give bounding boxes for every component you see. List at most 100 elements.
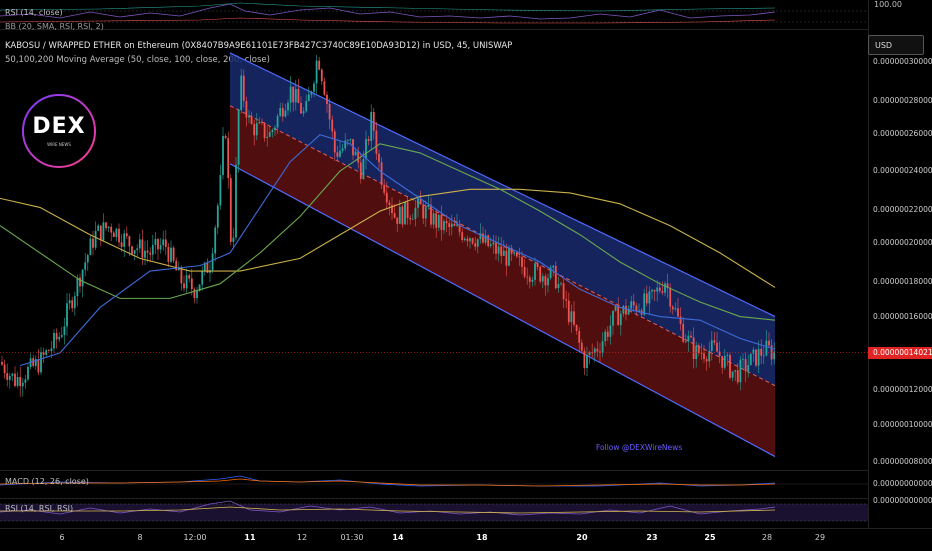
candle-body <box>240 75 243 111</box>
rsi-top-label[interactable]: RSI (14, close) <box>5 8 63 17</box>
candle-body <box>115 228 118 238</box>
candle-body <box>729 354 731 378</box>
candle-body <box>73 296 76 309</box>
candle-body <box>362 159 365 179</box>
candle-body <box>102 222 105 241</box>
candle-body <box>292 86 295 103</box>
candle-body <box>1 362 3 365</box>
time-tick-label: 8 <box>137 533 143 542</box>
candle-body <box>726 354 729 356</box>
logo-text: DEX <box>32 114 86 139</box>
candle-body <box>690 335 692 338</box>
candle-body <box>622 305 625 314</box>
candle-body <box>697 345 700 354</box>
candle-body <box>638 310 640 312</box>
candle-body <box>341 148 344 151</box>
candle-body <box>661 291 664 293</box>
price-tick-label: 0.0000002200000 <box>873 205 932 214</box>
candle-body <box>146 250 149 253</box>
macd-label[interactable]: MACD (12, 26, close) <box>5 477 89 486</box>
candle-body <box>63 326 66 336</box>
candle-body <box>482 233 484 243</box>
candle-body <box>466 238 469 242</box>
candle-body <box>11 373 14 376</box>
candlestick-series <box>1 54 776 397</box>
candle-body <box>258 121 261 124</box>
candle-body <box>471 238 474 244</box>
candle-body <box>565 299 568 301</box>
candle-body <box>6 373 9 380</box>
candle-body <box>76 277 79 297</box>
candle-body <box>372 112 375 131</box>
candle-body <box>456 224 458 226</box>
candle-body <box>367 139 370 142</box>
candle-body <box>721 356 724 368</box>
candle-body <box>692 337 695 360</box>
candle-body <box>60 335 63 337</box>
candle-body <box>463 238 466 241</box>
candle-body <box>27 366 29 380</box>
moving-average-legend[interactable]: 50,100,200 Moving Average (50, close, 10… <box>5 55 270 65</box>
macd-pane <box>0 470 868 487</box>
price-tick-label: 0.0000001200000 <box>873 385 932 394</box>
candle-body <box>14 373 16 386</box>
time-tick-label: 6 <box>59 533 65 542</box>
candle-body <box>388 202 391 206</box>
candle-body <box>16 376 19 386</box>
candle-body <box>679 316 682 324</box>
candle-body <box>123 233 126 247</box>
candle-body <box>448 223 451 228</box>
candle-body <box>198 284 201 292</box>
price-axis[interactable] <box>868 0 932 528</box>
candle-body <box>664 283 666 293</box>
candle-body <box>651 290 653 292</box>
candle-body <box>328 103 331 120</box>
candle-body <box>474 243 477 247</box>
candle-body <box>206 262 209 273</box>
time-tick-label: 28 <box>761 533 773 542</box>
candle-body <box>658 287 661 292</box>
candle-body <box>250 115 253 124</box>
time-axis <box>0 528 932 551</box>
candle-body <box>331 119 334 132</box>
candle-body <box>458 224 461 233</box>
candle-body <box>196 291 198 298</box>
candle-body <box>47 350 50 352</box>
main-chart-pane[interactable] <box>0 30 868 468</box>
candle-body <box>580 342 583 351</box>
rsi-bottom-label[interactable]: RSI (14, RSI, RSI) <box>5 504 74 513</box>
candle-body <box>765 340 768 356</box>
candle-body <box>71 300 74 309</box>
candle-body <box>235 164 237 238</box>
candle-body <box>346 140 349 141</box>
macd-line <box>0 475 776 487</box>
candle-body <box>164 239 167 247</box>
candle-body <box>596 348 599 352</box>
candle-body <box>567 300 570 323</box>
candle-body <box>515 252 518 257</box>
candle-body <box>497 246 500 254</box>
candle-body <box>414 207 417 219</box>
candle-body <box>86 255 89 263</box>
candle-body <box>560 283 562 285</box>
price-tick-label: 0.0000002800000 <box>873 96 932 105</box>
candle-body <box>151 244 154 255</box>
candle-body <box>84 262 87 270</box>
candle-body <box>734 370 737 372</box>
candle-body <box>167 246 170 262</box>
candle-body <box>653 290 656 292</box>
candle-body <box>632 301 635 306</box>
currency-button[interactable]: USD <box>868 35 924 55</box>
candle-body <box>219 175 222 206</box>
time-tick-label: 18 <box>476 533 488 542</box>
current-price-label: 0.0000001402132 <box>868 347 932 359</box>
candle-body <box>157 238 159 250</box>
candle-body <box>409 217 412 220</box>
candle-body <box>614 305 617 311</box>
price-tick-label: 0.0000002400000 <box>873 166 932 175</box>
candle-body <box>508 247 510 266</box>
bb-top-label[interactable]: BB (20, SMA, RSI, RSI, 2) <box>5 22 104 31</box>
candle-body <box>541 276 544 282</box>
candle-body <box>445 221 448 224</box>
price-tick-label: 0.0000002600000 <box>873 129 932 138</box>
